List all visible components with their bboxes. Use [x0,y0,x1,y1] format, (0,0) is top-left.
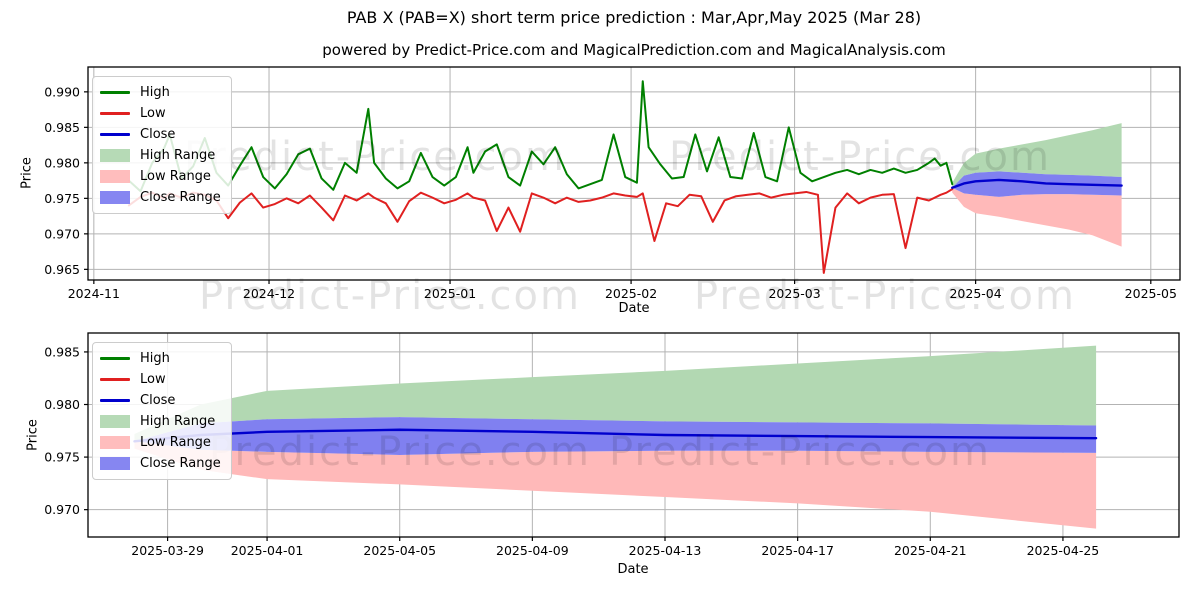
legend-label: High [140,351,170,366]
low-range-swatch [100,170,130,183]
high-line [127,80,954,193]
legend-item-close-range: Close Range [100,187,221,208]
high-swatch [100,91,130,94]
high-range-swatch [100,415,130,428]
chart-subtitle: powered by Predict-Price.com and Magical… [322,41,946,59]
top-y-axis-label: Price [19,157,35,189]
low-range-swatch [100,436,130,449]
x-tick-label: 2025-04 [949,286,1001,301]
y-tick-label: 0.965 [44,262,80,277]
y-tick-label: 0.970 [44,502,80,517]
y-tick-label: 0.980 [44,155,80,170]
x-tick-label: 2025-04-01 [231,543,304,558]
top-x-axis-label: Date [618,301,650,316]
low-line [127,188,954,274]
legend-item-close: Close [100,390,221,411]
close-range-band [134,417,1097,455]
chart-title: PAB X (PAB=X) short term price predictio… [346,8,922,27]
x-tick-label: 2025-04-05 [363,543,436,558]
x-tick-label: 2025-01 [424,286,476,301]
x-tick-label: 2025-02 [605,286,657,301]
y-tick-label: 0.975 [44,450,80,465]
x-tick-label: 2025-04-13 [629,543,702,558]
legend-label: Close Range [140,456,221,471]
y-tick-label: 0.975 [44,191,80,206]
close-range-swatch [100,457,130,470]
x-tick-label: 2024-11 [68,286,120,301]
legend-label: Low Range [140,169,211,184]
legend-item-low-range: Low Range [100,432,221,453]
legend-item-close: Close [100,124,221,145]
legend-item-high-range: High Range [100,145,221,166]
legend-item-low: Low [100,369,221,390]
axes-spine [87,66,1181,281]
x-tick-label: 2025-04-21 [894,543,967,558]
legend-label: Low [140,106,166,121]
x-tick-label: 2025-03-29 [131,543,204,558]
legend-label: Close [140,127,176,142]
legend-label: Close [140,393,176,408]
bottom-y-axis-label: Price [25,419,41,451]
y-tick-label: 0.980 [44,397,80,412]
close-swatch [100,399,130,402]
high-range-swatch [100,149,130,162]
legend-label: High Range [140,148,216,163]
y-tick-label: 0.990 [44,84,80,99]
x-tick-label: 2024-12 [243,286,295,301]
x-tick-label: 2025-05 [1125,286,1177,301]
legend-label: High Range [140,414,216,429]
low-range-band [952,187,1122,247]
close-range-band [952,171,1122,197]
legend-item-low: Low [100,103,221,124]
legend-label: Close Range [140,190,221,205]
low-swatch [100,378,130,381]
x-tick-label: 2025-04-17 [761,543,834,558]
x-tick-label: 2025-03 [768,286,820,301]
legend-label: High [140,85,170,100]
legend-label: Low Range [140,435,211,450]
bottom-x-axis-label: Date [617,562,649,577]
bottom-chart-legend: High Low Close High Range Low Range Close Ran… [92,342,232,480]
close-swatch [100,133,130,136]
legend-item-high-range: High Range [100,411,221,432]
x-tick-label: 2025-04-25 [1027,543,1100,558]
legend-label: Low [140,372,166,387]
high-range-band [952,123,1122,188]
low-range-band [134,441,1097,529]
legend-item-close-range: Close Range [100,453,221,474]
y-tick-label: 0.985 [44,344,80,359]
y-tick-label: 0.985 [44,120,80,135]
high-range-band [134,345,1097,442]
y-tick-label: 0.970 [44,226,80,241]
axes-spine [87,332,1180,538]
high-swatch [100,357,130,360]
legend-item-high: High [100,348,221,369]
low-swatch [100,112,130,115]
close-range-swatch [100,191,130,204]
close-line [951,178,1123,189]
top-chart-legend: High Low Close High Range Low Range Close Ran… [92,76,232,214]
legend-item-high: High [100,82,221,103]
x-tick-label: 2025-04-09 [496,543,569,558]
legend-item-low-range: Low Range [100,166,221,187]
